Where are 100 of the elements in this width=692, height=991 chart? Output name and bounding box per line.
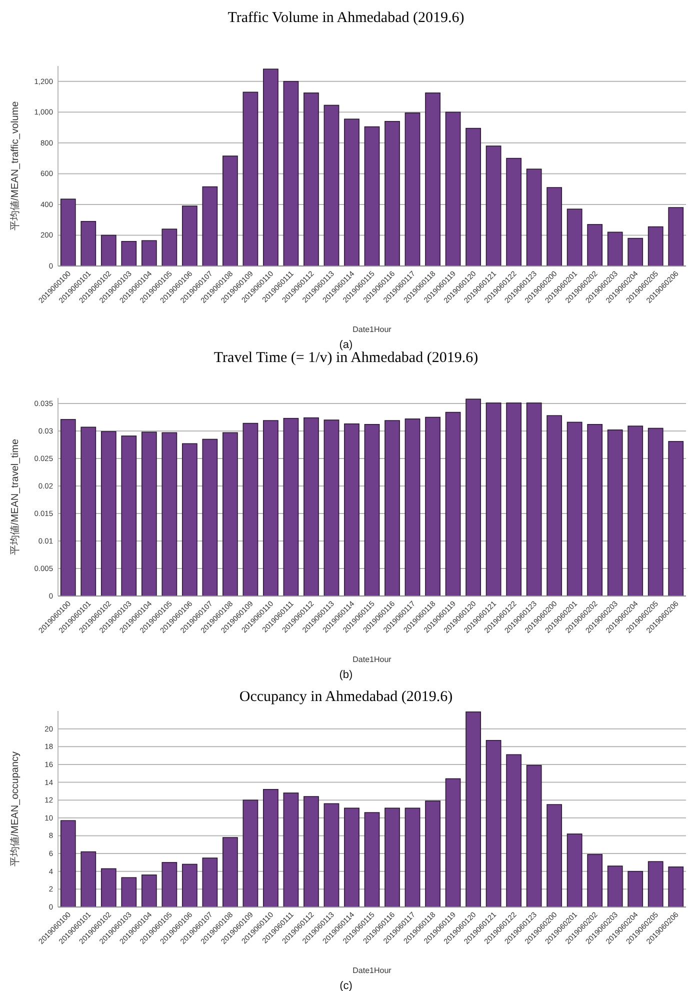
bar [344,808,360,908]
bar [628,238,644,266]
bar [648,428,664,596]
bar [182,864,198,908]
bar [80,220,96,266]
bar [202,858,218,908]
text: (b) [339,669,353,681]
y-axis-title: 平均値/MEAN_travel_time [9,438,21,556]
text: (c) [340,980,352,991]
bar [162,432,178,596]
bar [628,870,644,908]
bar [324,803,340,908]
bar [445,778,461,908]
bar [425,800,440,908]
bar [80,851,96,908]
chart-title: Traffic Volume in Ahmedabad (2019.6) [228,10,464,26]
bar [526,168,542,266]
bar [384,120,400,266]
bar [648,861,664,908]
bar [263,420,278,596]
bar [222,156,238,266]
x-axis-title: Date1Hour [352,325,392,334]
bar [263,789,278,908]
bar [526,764,542,908]
bar [121,436,137,596]
bar [100,234,116,266]
bar [668,207,684,266]
bar [263,68,278,266]
bar [283,792,299,908]
bar [607,866,623,908]
bar [506,402,522,596]
bar [100,868,116,908]
bar [486,740,502,908]
bar [466,711,481,908]
bar [222,432,238,596]
bar [141,874,157,908]
bar [648,226,664,266]
bar [668,866,684,908]
bar [566,834,582,908]
bar [364,424,380,596]
bar [466,398,481,596]
bar [445,112,461,266]
bar [242,92,258,266]
bar [445,412,461,596]
bar [466,128,481,266]
bar [587,224,603,266]
bar [546,804,562,908]
bar [60,198,76,266]
bar [546,415,562,596]
bar [162,228,178,266]
bar [60,820,76,908]
bar [141,240,157,266]
bar [364,126,380,266]
bar [404,112,420,266]
bar [141,432,157,596]
bar [121,877,137,908]
bar [283,80,299,266]
bar [80,426,96,596]
bar [304,417,319,596]
bar [384,420,400,596]
bar [344,423,360,596]
bar [364,812,380,908]
bar [242,422,258,596]
y-axis-title: 平均値/MEAN_traffic_volume [9,100,21,231]
bar [162,862,178,908]
bar [121,240,137,266]
bar [668,441,684,596]
bar [404,418,420,596]
bar [384,808,400,908]
bar [546,187,562,266]
chart-title: Occupancy in Ahmedabad (2019.6) [239,689,453,705]
bar [506,158,522,266]
bar [202,438,218,596]
bar [404,808,420,908]
bar [304,92,319,266]
bar [607,430,623,596]
bar [566,208,582,266]
bar [324,104,340,266]
bar [587,424,603,596]
bar [607,232,623,266]
bar [425,416,440,596]
y-axis-title: 平均値/MEAN_occupancy [9,751,21,867]
bar [587,854,603,908]
bar [60,419,76,596]
bar [100,431,116,596]
bar [304,796,319,908]
bar [324,420,340,596]
bar [486,402,502,596]
bar [628,426,644,596]
bar [344,118,360,266]
bar [486,146,502,266]
bar [283,418,299,596]
bar [506,754,522,908]
bar [242,800,258,908]
x-axis-title: Date1Hour [352,655,392,664]
bar [526,402,542,596]
x-axis-title: Date1Hour [352,966,392,975]
bar [182,206,198,266]
bar [182,443,198,596]
bar [222,837,238,908]
